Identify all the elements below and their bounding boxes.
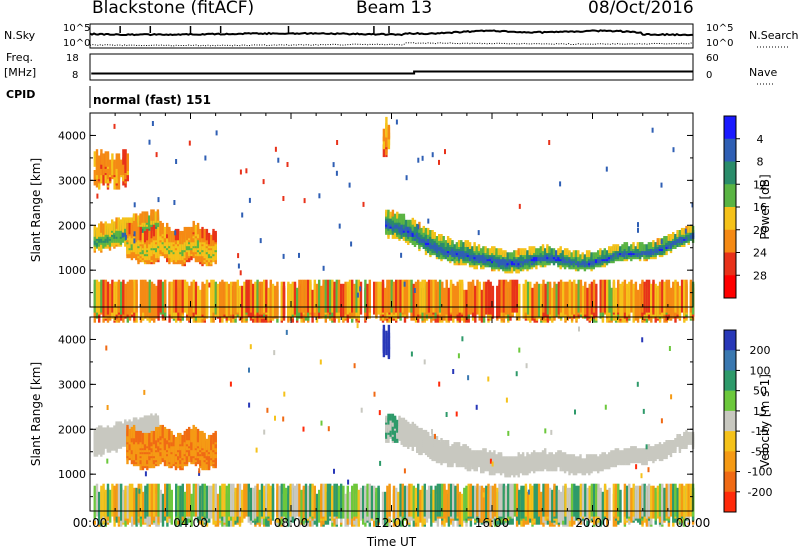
power-colorbar-label-1: 8 bbox=[757, 156, 764, 169]
freq-tick-bottom: 8 bbox=[72, 70, 79, 81]
xtick-label-6: 00:00 bbox=[676, 516, 711, 530]
mhz-label: [MHz] bbox=[4, 66, 37, 79]
power-colorbar-label-2: 12 bbox=[753, 178, 767, 191]
date-title: 08/Oct/2016 bbox=[588, 0, 694, 18]
power-colorbar-seg-2 bbox=[724, 161, 736, 185]
nave-label: Nave bbox=[749, 66, 778, 79]
velocity-panel: 1000 2000 3000 4000 Slant Range [km] 200 100 50… bbox=[29, 316, 773, 527]
power-colorbar-label-0: 4 bbox=[757, 133, 764, 146]
power-colorbar-seg-0 bbox=[724, 116, 736, 140]
velocity-colorbar-label-6: -100 bbox=[748, 466, 773, 479]
velocity-colorbar-label-1: 100 bbox=[750, 364, 771, 377]
velocity-ytick-label-1: 2000 bbox=[58, 423, 86, 436]
power-colorbar-seg-3 bbox=[724, 184, 736, 208]
velocity-echo-region-2 bbox=[93, 483, 695, 527]
power-colorbar-seg-7 bbox=[724, 275, 736, 299]
xtick-label-3: 12:00 bbox=[374, 516, 409, 530]
velocity-colorbar-label-7: -200 bbox=[748, 486, 773, 499]
velocity-colorbar: 200 100 50 15 -15 -50 -100 -200 Velocity [m s-1] bbox=[723, 329, 773, 513]
freq-series bbox=[91, 70, 693, 75]
velocity-ytick-label-2: 3000 bbox=[58, 378, 86, 391]
nave-tick-bottom: 0 bbox=[706, 70, 713, 81]
power-colorbar-label-3: 16 bbox=[753, 201, 767, 214]
xtick-label-0: 00:00 bbox=[73, 516, 108, 530]
power-echo-region-1 bbox=[126, 220, 217, 267]
power-panel: 1000 2000 3000 4000 Slant Range [km] 4 8 12 16 20… bbox=[29, 112, 772, 323]
sky-tick-top: 10^5 bbox=[63, 23, 91, 34]
velocity-colorbar-label-4: -15 bbox=[751, 425, 769, 438]
power-ylabel: Slant Range [km] bbox=[29, 158, 43, 262]
cpid-label: CPID bbox=[6, 88, 36, 101]
velocity-colorbar-label-2: 50 bbox=[753, 385, 767, 398]
power-colorbar-seg-4 bbox=[724, 207, 736, 231]
power-ytick-label-3: 4000 bbox=[58, 129, 86, 142]
search-tick-bottom: 10^0 bbox=[706, 38, 734, 49]
sky-tick-bottom: 10^0 bbox=[63, 38, 91, 49]
nsky-series bbox=[89, 29, 693, 37]
velocity-colorbar-seg-6 bbox=[724, 451, 736, 472]
power-echo-region-4 bbox=[382, 116, 391, 158]
power-colorbar-label-4: 20 bbox=[753, 224, 767, 237]
velocity-colorbar-seg-2 bbox=[724, 370, 736, 391]
xtick-label-2: 08:00 bbox=[274, 516, 309, 530]
velocity-ylabel: Slant Range [km] bbox=[29, 362, 43, 466]
velocity-colorbar-seg-0 bbox=[724, 330, 736, 351]
freq-tick-top: 18 bbox=[66, 53, 79, 64]
xtick-label-5: 20:00 bbox=[575, 516, 610, 530]
power-colorbar-title: Power [dB] bbox=[758, 174, 772, 239]
power-colorbar-label-5: 24 bbox=[753, 247, 767, 260]
power-echo-region-2 bbox=[93, 279, 695, 323]
xlabel: Time UT bbox=[366, 535, 417, 549]
velocity-colorbar-seg-5 bbox=[724, 431, 736, 452]
nave-tick-top: 60 bbox=[706, 53, 719, 64]
velocity-echo-region-1 bbox=[126, 424, 217, 471]
power-colorbar: 4 8 12 16 20 24 28 Power [dB] bbox=[723, 115, 772, 299]
nsearch-series bbox=[89, 42, 694, 47]
power-colorbar-label-6: 28 bbox=[753, 269, 767, 282]
power-frame bbox=[89, 112, 694, 308]
velocity-colorbar-seg-1 bbox=[724, 350, 736, 371]
velocity-colorbar-seg-7 bbox=[724, 471, 736, 493]
velocity-colorbar-seg-3 bbox=[724, 390, 736, 412]
velocity-colorbar-seg-8 bbox=[724, 491, 736, 513]
nsky-label: N.Sky bbox=[4, 29, 36, 42]
xtick-label-1: 04:00 bbox=[173, 516, 208, 530]
velocity-colorbar-label-5: -50 bbox=[751, 445, 769, 458]
velocity-colorbar-label-0: 200 bbox=[750, 344, 771, 357]
velocity-colorbar-frame bbox=[723, 329, 737, 513]
power-ytick-label-0: 1000 bbox=[58, 264, 86, 277]
freq-label: Freq. bbox=[6, 51, 34, 64]
velocity-ytick-label-0: 1000 bbox=[58, 468, 86, 481]
station-title: Blackstone (fitACF) bbox=[92, 0, 255, 18]
velocity-speckles bbox=[105, 323, 673, 498]
beam-title: Beam 13 bbox=[356, 0, 433, 18]
power-colorbar-seg-1 bbox=[724, 138, 736, 162]
velocity-colorbar-label-3: 15 bbox=[753, 405, 767, 418]
velocity-echo-region-4 bbox=[382, 324, 391, 360]
power-colorbar-seg-6 bbox=[724, 252, 736, 276]
xtick-label-4: 16:00 bbox=[475, 516, 510, 530]
nsearch-label: N.Search bbox=[749, 29, 799, 42]
power-echo-region-5 bbox=[93, 149, 129, 190]
search-tick-top: 10^5 bbox=[706, 23, 734, 34]
velocity-colorbar-title: Velocity [m s-1] bbox=[758, 374, 772, 468]
freq-panel-frame bbox=[89, 53, 694, 81]
power-ytick-label-1: 2000 bbox=[58, 219, 86, 232]
power-ytick-label-2: 3000 bbox=[58, 174, 86, 187]
velocity-echo-region-3 bbox=[385, 413, 695, 478]
power-speckles bbox=[96, 119, 694, 298]
velocity-colorbar-seg-4 bbox=[724, 410, 736, 432]
power-colorbar-seg-5 bbox=[724, 229, 736, 253]
power-echo-region-3 bbox=[385, 209, 695, 274]
cpid-value: normal (fast) 151 bbox=[93, 93, 211, 107]
velocity-ytick-label-3: 4000 bbox=[58, 333, 86, 346]
sky-panel-frame bbox=[89, 23, 694, 49]
